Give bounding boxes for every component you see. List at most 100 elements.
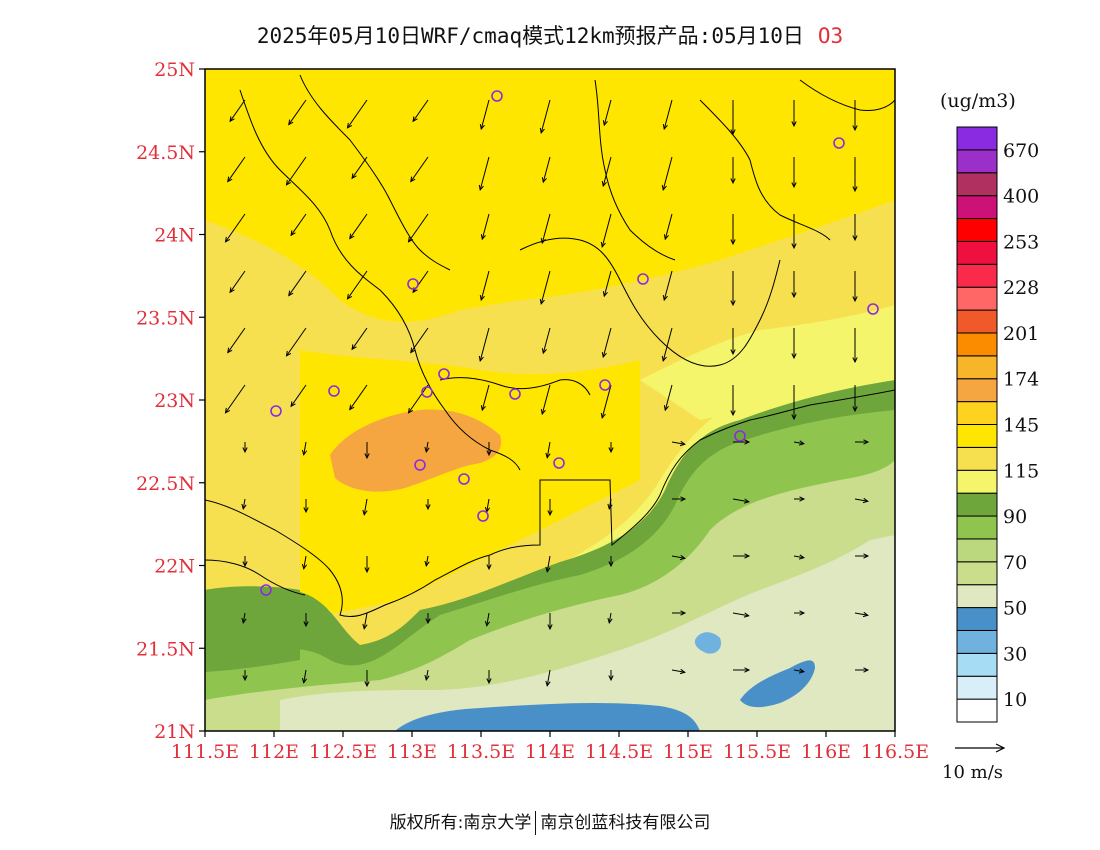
wind-arrow-head (425, 618, 431, 625)
station-marker (421, 386, 433, 398)
longitude-axis: 111.5E 112E 112.5E 113E 113.5E 114E 114.5E 115E… (171, 731, 929, 763)
legend-label: 174 (1003, 369, 1039, 391)
wind-arrow-head (662, 123, 668, 131)
wind-arrow-head (730, 129, 736, 136)
wind-arrow-head (679, 554, 686, 561)
wind-arrow (286, 327, 307, 357)
wind-arrow-head (730, 349, 736, 356)
legend-swatch (956, 446, 998, 471)
wind-arrow-head (600, 412, 606, 419)
wind-arrow (351, 156, 368, 179)
lon-label: 114.5E (585, 741, 653, 763)
wind-arrow-head (661, 355, 667, 362)
wind-arrow-head (799, 610, 806, 616)
wind-arrow-head (852, 186, 858, 193)
legend-label: 145 (1003, 415, 1039, 437)
wind-arrow-head (743, 498, 750, 504)
lon-label: 113E (387, 741, 437, 763)
wind-arrow-head (679, 440, 686, 447)
wind-arrow-head (540, 408, 546, 416)
wind-arrow-head (346, 293, 353, 300)
wind-arrow (225, 213, 246, 243)
wind-arrow (408, 384, 429, 414)
wind-arrow-head (798, 554, 805, 560)
station-marker (553, 457, 565, 469)
legend-swatch (956, 698, 998, 723)
wind-arrow-head (601, 351, 607, 359)
wind-arrow (602, 156, 612, 187)
wind-arrow-head (478, 355, 484, 362)
wind-arrow (479, 327, 490, 361)
wind-arrow (486, 612, 490, 626)
wind-arrow (664, 213, 673, 240)
wind-arrow (540, 99, 551, 133)
wind-arrow (793, 555, 804, 559)
wind-arrow (663, 270, 673, 301)
wind-arrow-head (349, 404, 355, 411)
wind-arrow (546, 555, 551, 572)
wind-arrow-head (791, 182, 797, 189)
legend-label: 228 (1003, 277, 1039, 299)
wind-arrow (481, 384, 490, 411)
wind-arrow-head (663, 234, 669, 241)
wind-arrow (540, 270, 551, 304)
wind-arrow-head (410, 176, 416, 183)
wind-arrow (601, 384, 612, 418)
station-marker (260, 584, 272, 596)
legend-swatch (956, 332, 998, 357)
wind-arrow-head (425, 504, 431, 511)
wind-arrow-head (407, 236, 414, 243)
station-marker (833, 137, 845, 149)
station-marker (270, 405, 282, 417)
lon-label: 116E (801, 741, 851, 763)
wind-arrow (541, 213, 551, 244)
wind-arrow (662, 327, 673, 361)
station-marker (477, 510, 489, 522)
wind-arrow-head (791, 243, 797, 250)
wind-arrow (732, 498, 749, 503)
legend-label: 30 (1003, 643, 1027, 665)
wind-arrow-head (730, 178, 736, 185)
wind-arrow-head (744, 553, 751, 559)
lat-label: 24N (154, 225, 195, 247)
legend-swatch (956, 538, 998, 563)
wind-arrow-head (301, 449, 308, 456)
wind-arrow (603, 99, 612, 126)
wind-arrow-head (484, 620, 491, 627)
wind-arrow-head (798, 668, 805, 674)
wind-arrow (425, 441, 429, 452)
wind-arrow-head (303, 507, 309, 514)
wind-arrow-head (607, 503, 613, 510)
wind-arrow (608, 498, 612, 509)
wind-arrow (349, 384, 368, 410)
wind-arrow-head (852, 357, 858, 364)
wind-arrow-head (608, 561, 614, 568)
wind-arrow-head (863, 439, 870, 445)
wind-arrow (425, 555, 429, 566)
wind-arrow-head (290, 401, 296, 408)
wind-arrow-head (791, 121, 797, 128)
wind-arrow-head (680, 496, 687, 502)
wind-arrow-head (541, 348, 547, 355)
wind-arrow (542, 327, 551, 354)
wind-arrow (363, 612, 368, 629)
wind-arrow-head (863, 667, 870, 673)
wind-arrow-head (730, 239, 736, 246)
wind-arrow-head (547, 510, 553, 517)
wind-arrow-head (602, 120, 608, 127)
wind-arrow-head (852, 406, 858, 413)
wind-arrow (288, 99, 307, 125)
wind-arrow-head (744, 667, 751, 673)
wind-arrow (480, 99, 490, 130)
wind-arrow-head (242, 447, 248, 454)
color-legend: 10 30 50 70 90 115 145 174 201 228 253 400 670 (956, 126, 1039, 723)
wind-arrow (541, 384, 551, 415)
lon-label: 112.5E (309, 741, 377, 763)
wind-arrow-head (743, 612, 750, 618)
wind-arrow (793, 441, 804, 445)
wind-arrow-head (224, 236, 231, 243)
lon-label: 115E (663, 741, 713, 763)
wind-arrow-head (852, 235, 858, 242)
wind-arrow (486, 498, 490, 512)
